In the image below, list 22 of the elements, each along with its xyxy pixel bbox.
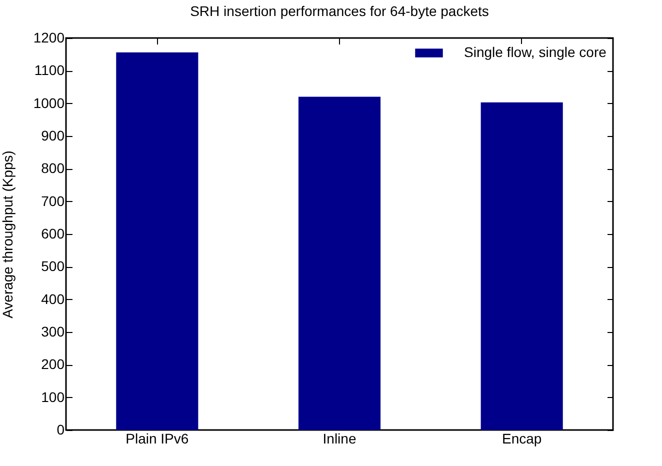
y-tick-label: 0	[56, 422, 65, 438]
legend-label: Single flow, single core	[464, 44, 607, 60]
x-tick-label: Inline	[322, 430, 356, 446]
bar	[298, 96, 381, 430]
bar	[116, 52, 198, 430]
y-tick-label: 1100	[34, 62, 65, 78]
y-tick-label: 300	[41, 324, 65, 340]
y-tick-label: 500	[41, 258, 65, 274]
y-tick-label: 800	[41, 160, 65, 176]
y-tick-label: 1200	[33, 30, 65, 46]
y-tick-label: 700	[41, 192, 65, 209]
y-tick-label: 600	[41, 226, 65, 242]
y-tick-label: 200	[41, 356, 65, 372]
y-tick-label: 1000	[33, 94, 65, 111]
y-axis-title: Average throughput (Kpps)	[0, 150, 16, 318]
x-tick-label: Encap	[502, 430, 542, 446]
bar	[480, 102, 563, 430]
y-tick-label: 900	[41, 128, 65, 144]
y-tick-label: 100	[41, 388, 65, 405]
chart-title: SRH insertion performances for 64-byte packets	[190, 3, 489, 19]
y-tick-label: 400	[41, 290, 65, 307]
x-tick-label: Plain IPv6	[126, 430, 189, 446]
